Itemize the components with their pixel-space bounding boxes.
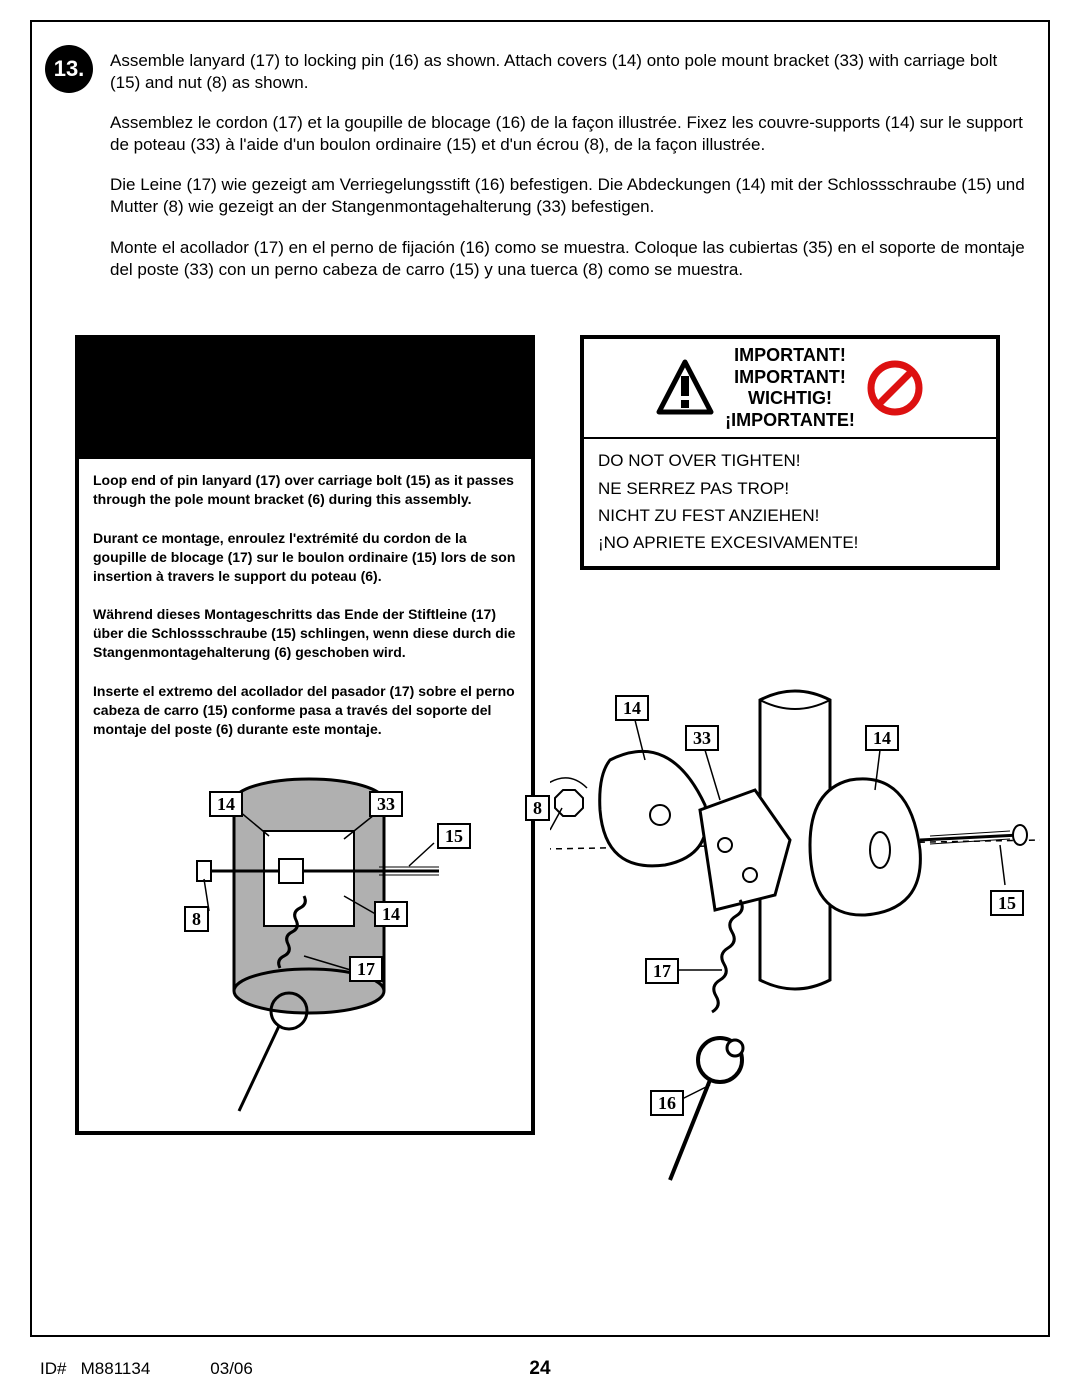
main-callout-15: 15 — [990, 890, 1024, 916]
warn-title-0: IMPORTANT! — [725, 345, 855, 367]
step-number-badge: 13. — [45, 45, 93, 93]
callout-15: 15 — [437, 823, 471, 849]
warning-triangle-icon — [655, 358, 715, 418]
warn-line-2: NICHT ZU FEST ANZIEHEN! — [598, 502, 982, 529]
footer-page-number: 24 — [529, 1358, 550, 1380]
instruction-fr: Assemblez le cordon (17) et la goupille … — [110, 112, 1025, 156]
warn-title-2: WICHTIG! — [725, 388, 855, 410]
main-callout-14b: 14 — [865, 725, 899, 751]
callout-14b: 14 — [374, 901, 408, 927]
note-box: Loop end of pin lanyard (17) over carria… — [75, 335, 535, 1135]
warn-line-3: ¡NO APRIETE EXCESIVAMENTE! — [598, 529, 982, 556]
warn-title-3: ¡IMPORTANTE! — [725, 410, 855, 432]
page: 13. Assemble lanyard (17) to locking pin… — [0, 0, 1080, 1397]
instruction-es: Monte el acollador (17) en el perno de f… — [110, 237, 1025, 281]
callout-14a: 14 — [209, 791, 243, 817]
instruction-block: Assemble lanyard (17) to locking pin (16… — [110, 50, 1025, 299]
note-header-black — [79, 339, 531, 459]
note-en: Loop end of pin lanyard (17) over carria… — [93, 471, 517, 509]
footer: ID# M881134 03/06 24 — [40, 1359, 1040, 1379]
warning-titles: IMPORTANT! IMPORTANT! WICHTIG! ¡IMPORTAN… — [725, 345, 855, 431]
main-figure-svg — [550, 640, 1040, 1200]
footer-id: ID# M881134 — [40, 1359, 150, 1379]
warn-line-0: DO NOT OVER TIGHTEN! — [598, 447, 982, 474]
small-figure: 14 33 15 8 14 17 — [79, 761, 531, 1131]
warn-line-1: NE SERREZ PAS TROP! — [598, 475, 982, 502]
note-body: Loop end of pin lanyard (17) over carria… — [79, 459, 531, 761]
note-es: Inserte el extremo del acollador del pas… — [93, 682, 517, 739]
warn-title-1: IMPORTANT! — [725, 367, 855, 389]
instruction-en: Assemble lanyard (17) to locking pin (16… — [110, 50, 1025, 94]
note-de: Während dieses Montageschritts das Ende … — [93, 605, 517, 662]
small-figure-svg — [79, 761, 539, 1131]
prohibition-icon — [865, 358, 925, 418]
instruction-de: Die Leine (17) wie gezeigt am Verriegelu… — [110, 174, 1025, 218]
warning-box: IMPORTANT! IMPORTANT! WICHTIG! ¡IMPORTAN… — [580, 335, 1000, 570]
main-callout-33: 33 — [685, 725, 719, 751]
callout-33: 33 — [369, 791, 403, 817]
main-callout-17: 17 — [645, 958, 679, 984]
warning-body: DO NOT OVER TIGHTEN! NE SERREZ PAS TROP!… — [584, 439, 996, 566]
main-callout-14a: 14 — [615, 695, 649, 721]
main-callout-8: 8 — [525, 795, 550, 821]
main-figure: 14 33 14 8 15 17 16 — [550, 640, 1040, 1200]
footer-id-value: M881134 — [81, 1359, 151, 1378]
callout-17: 17 — [349, 956, 383, 982]
note-fr: Durant ce montage, enroulez l'extrémité … — [93, 529, 517, 586]
step-number: 13. — [54, 56, 85, 82]
warning-header: IMPORTANT! IMPORTANT! WICHTIG! ¡IMPORTAN… — [584, 339, 996, 439]
footer-date: 03/06 — [210, 1359, 253, 1379]
callout-8: 8 — [184, 906, 209, 932]
main-callout-16: 16 — [650, 1090, 684, 1116]
footer-id-label: ID# — [40, 1359, 66, 1378]
